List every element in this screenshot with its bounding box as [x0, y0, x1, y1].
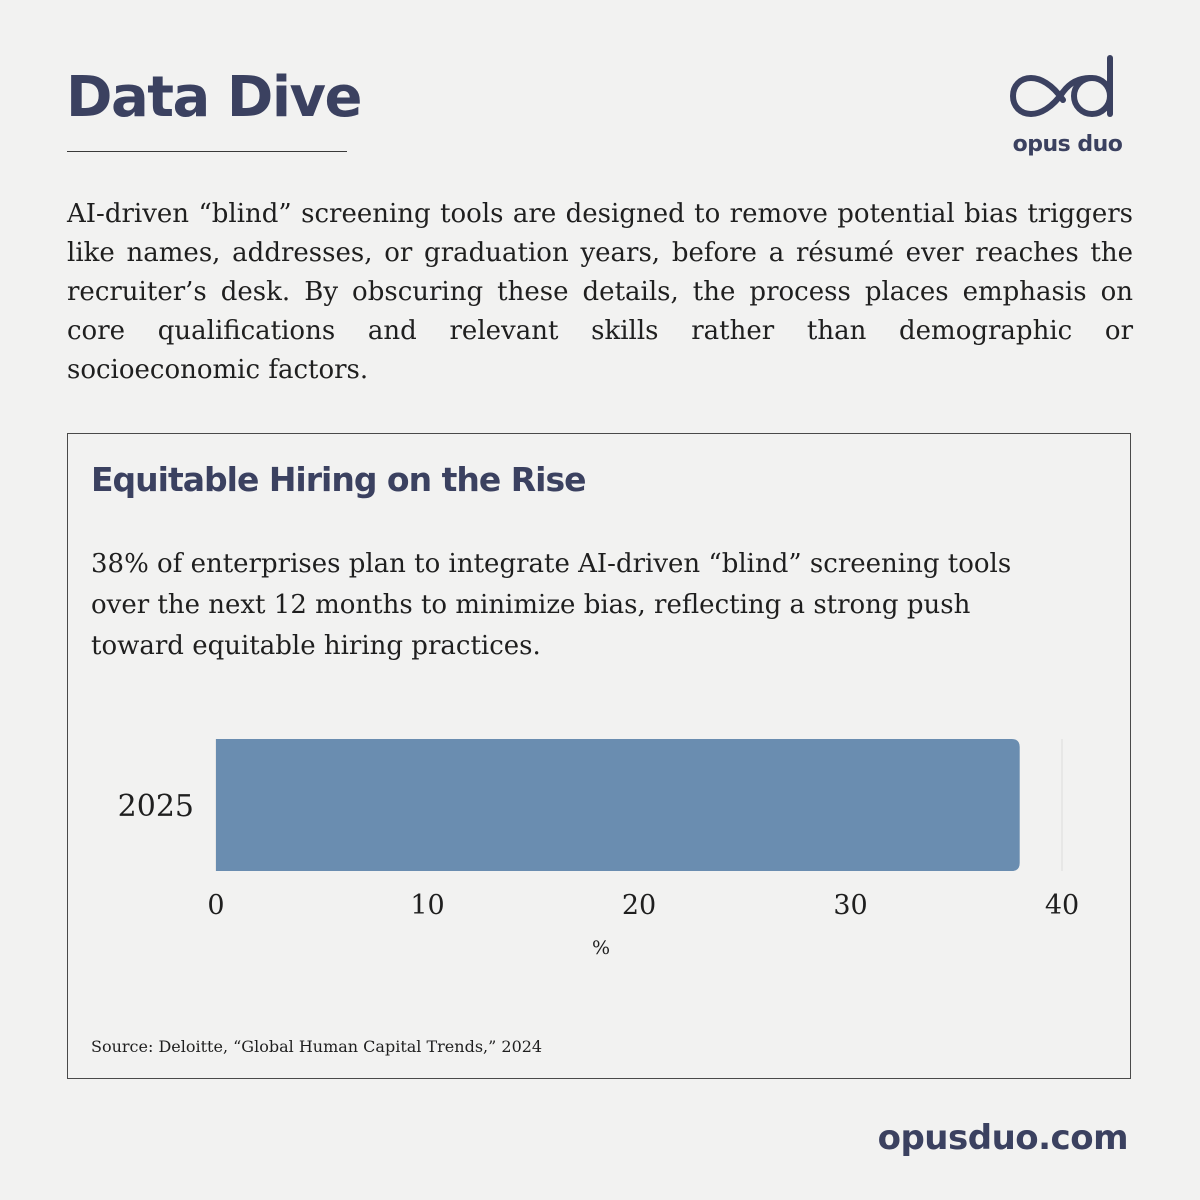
x-tick-label: 10 — [410, 890, 444, 921]
title-divider — [67, 151, 347, 152]
category-label: 2025 — [118, 789, 194, 824]
chart-bars — [216, 739, 1020, 871]
x-axis-label: % — [592, 937, 610, 959]
bar-chart: 2025 0 10 20 30 40% — [118, 739, 1080, 959]
logo-text: opus duo — [1012, 132, 1123, 157]
chart-card: Equitable Hiring on the Rise 38% of ente… — [67, 433, 1131, 1079]
bar-2025 — [216, 739, 1020, 871]
x-tick-label: 40 — [1045, 890, 1079, 921]
brand-logo: opus duo — [1005, 52, 1130, 162]
chart-labels: 2025 0 10 20 30 40% — [118, 789, 1080, 959]
card-title: Equitable Hiring on the Rise — [91, 460, 586, 499]
x-tick-label: 20 — [622, 890, 656, 921]
card-description: 38% of enterprises plan to integrate AI-… — [91, 549, 1012, 661]
source-citation: Source: Deloitte, “Global Human Capital … — [91, 1037, 543, 1056]
page-title: Data Dive — [66, 65, 363, 130]
infinity-od-logo-icon — [1010, 55, 1113, 118]
x-tick-label: 0 — [207, 890, 224, 921]
x-tick-label: 30 — [833, 890, 867, 921]
website-link[interactable]: opusduo.com — [877, 1118, 1129, 1158]
intro-paragraph: AI-driven “blind” screening tools are de… — [67, 199, 1133, 385]
